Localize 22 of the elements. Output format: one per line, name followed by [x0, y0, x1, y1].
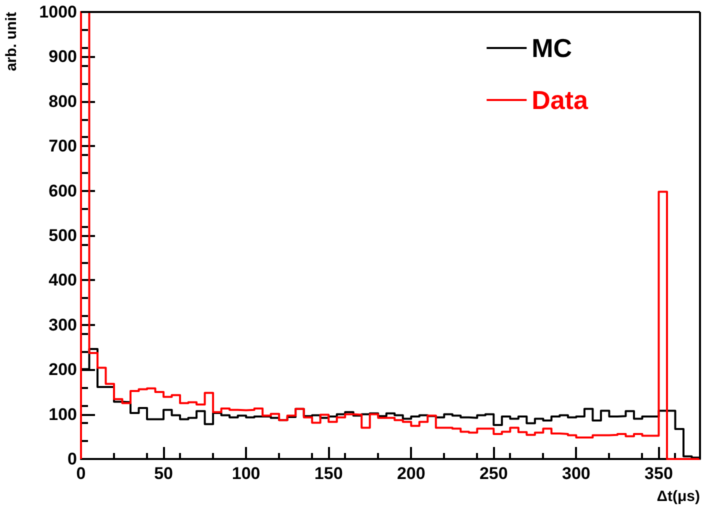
x-tick-label: 300 [562, 464, 590, 483]
x-tick-label: 150 [314, 464, 343, 483]
x-tick-label: 50 [154, 464, 173, 483]
y-tick-label: 200 [48, 360, 77, 380]
y-tick-label: 700 [48, 136, 77, 156]
y-tick-label: 500 [48, 226, 77, 245]
x-axis-title: Δt(μs) [656, 488, 700, 505]
y-tick-label: 600 [48, 181, 77, 200]
y-tick-label: 0 [68, 450, 77, 468]
y-tick-label: 300 [48, 315, 77, 334]
x-tick-label: 250 [479, 464, 508, 483]
legend-label: Data [532, 85, 589, 115]
x-tick-label: 100 [232, 464, 260, 483]
y-axis-title: arb. unit [3, 12, 20, 72]
y-tick-label: 100 [48, 404, 77, 424]
x-tick-label: 200 [396, 464, 426, 483]
y-tick-label: 800 [48, 92, 77, 111]
y-tick-label: 900 [48, 47, 77, 66]
y-tick-label: 1000 [39, 2, 77, 22]
x-tick-label: 350 [644, 464, 673, 483]
y-tick-label: 400 [48, 270, 77, 290]
legend-label: MC [532, 33, 572, 63]
